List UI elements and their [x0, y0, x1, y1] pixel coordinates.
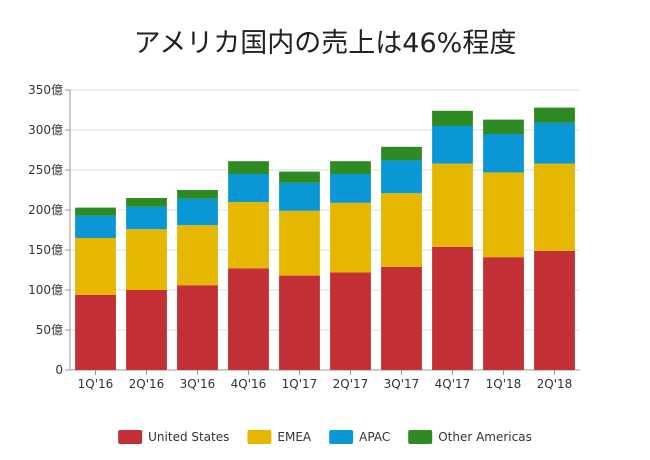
- legend-item: EMEA: [247, 430, 312, 444]
- bar-united-states: [534, 250, 575, 370]
- legend-swatch: [118, 430, 143, 444]
- bar-apac: [483, 134, 524, 173]
- bar-emea: [432, 163, 473, 247]
- x-tick-label: 3Q'16: [180, 377, 216, 391]
- bar-emea: [228, 202, 269, 269]
- legend-swatch: [408, 430, 433, 444]
- bar-emea: [177, 225, 218, 286]
- y-tick-label: 250億: [28, 163, 63, 177]
- bar-emea: [279, 210, 320, 276]
- bar-united-states: [432, 246, 473, 370]
- y-tick-label: 150億: [28, 243, 63, 257]
- legend-item: APAC: [329, 430, 390, 444]
- x-tick-label: 1Q'16: [78, 377, 114, 391]
- x-tick-label: 4Q'17: [435, 377, 471, 391]
- bar-united-states: [75, 294, 116, 370]
- legend-label: Other Americas: [438, 430, 532, 444]
- y-tick-label: 200億: [28, 203, 63, 217]
- bar-emea: [534, 163, 575, 251]
- y-axis: 0 50億 100億 150億 200億 250億 300億 350億: [28, 83, 71, 377]
- bar-other-americas: [126, 198, 167, 207]
- bar-other-americas: [483, 119, 524, 134]
- y-tick-label: 50億: [36, 323, 63, 337]
- bar-other-americas: [330, 161, 371, 174]
- y-tick-label: 300億: [28, 123, 63, 137]
- y-tick-label: 100億: [28, 283, 63, 297]
- bar-emea: [483, 172, 524, 258]
- bars: [75, 107, 575, 370]
- legend-label: EMEA: [277, 430, 312, 444]
- x-tick-label: 2Q'17: [333, 377, 369, 391]
- bar-united-states: [381, 266, 422, 370]
- bar-apac: [177, 198, 218, 226]
- bar-apac: [330, 174, 371, 203]
- x-tick-label: 2Q'16: [129, 377, 165, 391]
- legend-item: Other Americas: [408, 430, 532, 444]
- bar-united-states: [126, 290, 167, 370]
- bar-other-americas: [432, 110, 473, 126]
- x-tick-label: 4Q'16: [231, 377, 267, 391]
- bar-apac: [75, 215, 116, 238]
- bar-other-americas: [177, 190, 218, 199]
- bar-apac: [279, 182, 320, 211]
- bar-apac: [126, 206, 167, 230]
- bar-other-americas: [279, 171, 320, 183]
- bar-united-states: [177, 285, 218, 370]
- bar-apac: [381, 160, 422, 194]
- x-tick-label: 1Q'18: [486, 377, 522, 391]
- bar-apac: [228, 174, 269, 202]
- legend-swatch: [329, 430, 354, 444]
- bar-united-states: [483, 257, 524, 370]
- bar-apac: [432, 126, 473, 164]
- x-tick-label: 1Q'17: [282, 377, 318, 391]
- x-tick-label: 3Q'17: [384, 377, 420, 391]
- legend: United States EMEA APAC Other Americas: [118, 430, 532, 444]
- y-tick-label: 0: [55, 363, 63, 377]
- x-tick-label: 2Q'18: [537, 377, 573, 391]
- bar-emea: [75, 238, 116, 295]
- bar-other-americas: [534, 107, 575, 123]
- bar-united-states: [228, 268, 269, 370]
- chart-title: アメリカ国内の売上は46%程度: [134, 28, 517, 59]
- bar-emea: [126, 229, 167, 290]
- bar-united-states: [279, 275, 320, 370]
- legend-label: United States: [148, 430, 229, 444]
- legend-item: United States: [118, 430, 229, 444]
- legend-label: APAC: [359, 430, 390, 444]
- bar-apac: [534, 122, 575, 164]
- bar-other-americas: [75, 207, 116, 216]
- bar-emea: [330, 202, 371, 273]
- bar-emea: [381, 193, 422, 267]
- x-axis: 1Q'16 2Q'16 3Q'16 4Q'16 1Q'17 2Q'17 3Q'17 4Q'17…: [78, 370, 573, 391]
- bar-other-americas: [228, 161, 269, 174]
- bar-other-americas: [381, 146, 422, 161]
- y-tick-label: 350億: [28, 83, 63, 97]
- bar-united-states: [330, 272, 371, 370]
- legend-swatch: [247, 430, 272, 444]
